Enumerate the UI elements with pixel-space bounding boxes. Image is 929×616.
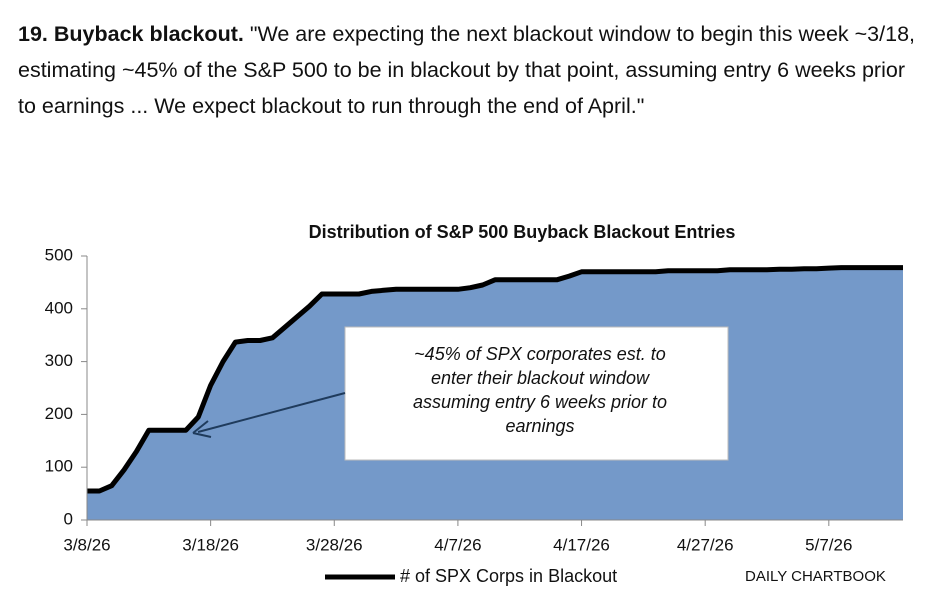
x-tick-label: 3/8/26 — [63, 535, 110, 554]
y-tick-label: 200 — [45, 404, 73, 423]
arrow-head — [192, 420, 212, 438]
annotation-line: ~45% of SPX corporates est. to — [414, 344, 666, 364]
y-tick-label: 400 — [45, 298, 73, 317]
source: DAILY CHARTBOOK — [745, 568, 886, 585]
annotation-line: assuming entry 6 weeks prior to — [413, 392, 667, 412]
x-tick-label: 3/18/26 — [182, 535, 239, 554]
y-tick-label: 0 — [64, 509, 73, 528]
chart-title: Distribution of S&P 500 Buyback Blackout… — [309, 222, 736, 242]
y-tick-label: 100 — [45, 457, 73, 476]
paragraph: 19. Buyback blackout. "We are expecting … — [18, 16, 918, 124]
y-tick-label: 500 — [45, 245, 73, 264]
annotation-line: earnings — [505, 416, 574, 436]
line — [87, 265, 903, 494]
arrow — [197, 392, 346, 433]
legend-label: # of SPX Corps in Blackout — [400, 566, 617, 586]
y-tick-label: 300 — [45, 351, 73, 370]
heading: 19. Buyback blackout. — [18, 22, 244, 46]
annotation-box — [344, 326, 729, 461]
x-tick-label: 4/27/26 — [677, 535, 734, 554]
body: "We are expecting the next blackout wind… — [18, 22, 916, 118]
x-tick-label: 4/7/26 — [434, 535, 481, 554]
annotation-line: enter their blackout window — [431, 368, 650, 388]
x-tick-label: 5/7/26 — [805, 535, 852, 554]
x-tick-label: 3/28/26 — [306, 535, 363, 554]
x-tick-label: 4/17/26 — [553, 535, 610, 554]
